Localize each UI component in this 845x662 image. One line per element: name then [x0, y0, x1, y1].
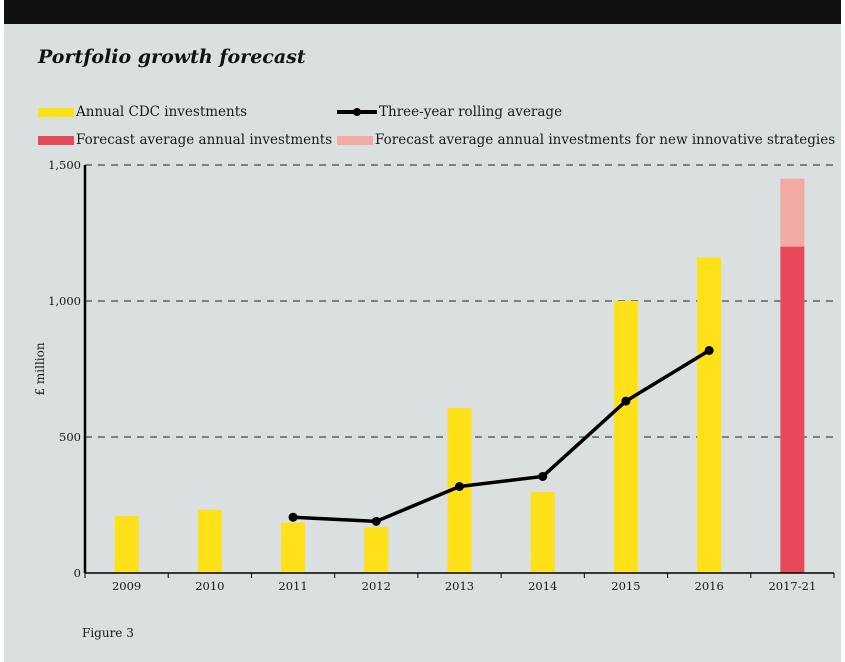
legend-rolling-label: Three-year rolling average: [379, 104, 563, 120]
legend-forecast-new: Forecast average annual investments for …: [337, 132, 835, 148]
legend-annual: Annual CDC investments: [38, 104, 247, 120]
y-tick-label: 0: [74, 566, 81, 580]
y-axis-title: £ million: [33, 342, 47, 395]
bar: [114, 515, 139, 573]
rolling-average-point: [371, 516, 381, 526]
legend-forecast-swatch: [38, 135, 74, 145]
rolling-average-point: [621, 396, 631, 406]
rolling-average-line: [292, 349, 711, 524]
x-tick-label: 2011: [278, 579, 307, 593]
x-tick-label: 2016: [695, 579, 724, 593]
chart-plot: 0 500 1,000 1,500 £ million 2009 2010 2011 2012 2…: [33, 158, 835, 593]
bar: [364, 527, 389, 573]
chart-panel: Portfolio growth forecast Annual CDC inv…: [4, 0, 841, 662]
bar: [281, 522, 306, 573]
legend-annual-swatch: [38, 107, 74, 117]
rolling-average-point: [288, 512, 298, 522]
bar: [780, 178, 805, 247]
legend-annual-label: Annual CDC investments: [76, 104, 248, 120]
y-tick-label: 500: [59, 430, 81, 444]
legend-rolling-swatch: [337, 107, 377, 117]
x-tick-label: 2014: [528, 579, 557, 593]
rolling-average-point: [538, 471, 548, 481]
x-tick-label: 2013: [445, 579, 474, 593]
legend-forecast-label: Forecast average annual investments: [76, 132, 333, 148]
bar: [613, 301, 638, 573]
rolling-average-point: [455, 482, 464, 492]
legend-forecast-new-label: Forecast average annual investments for …: [375, 132, 836, 148]
x-tick-label: 2010: [195, 579, 224, 593]
legend-forecast-new-swatch: [337, 135, 373, 145]
x-tick-label: 2017-21: [768, 579, 816, 593]
y-tick-label: 1,500: [48, 158, 81, 172]
bar: [697, 257, 722, 573]
x-tick-label: 2012: [362, 579, 391, 593]
legend-forecast: Forecast average annual investments: [38, 132, 332, 148]
x-tick-label: 2015: [611, 579, 640, 593]
legend-rolling: Three-year rolling average: [337, 104, 562, 120]
bar: [197, 509, 222, 573]
x-tick-label: 2009: [112, 579, 141, 593]
top-bar: [4, 0, 841, 24]
bar: [780, 246, 805, 573]
bar: [530, 491, 555, 573]
y-tick-label: 1,000: [48, 294, 81, 308]
rolling-average-point: [704, 346, 714, 356]
chart-title: Portfolio growth forecast: [38, 46, 306, 68]
figure-label: Figure 3: [82, 626, 134, 640]
